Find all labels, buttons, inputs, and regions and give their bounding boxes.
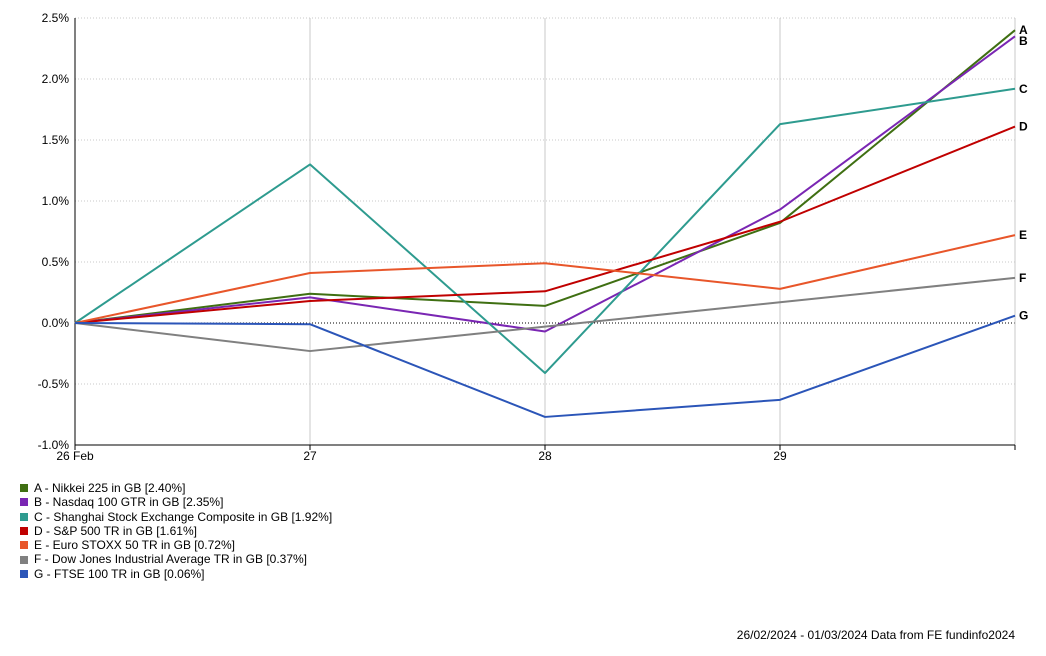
legend-item-g: G - FTSE 100 TR in GB [0.06%] (20, 567, 332, 581)
series-line-e (74, 234, 1016, 324)
legend-item-e: E - Euro STOXX 50 TR in GB [0.72%] (20, 538, 332, 552)
legend-label: G - FTSE 100 TR in GB [0.06%] (34, 566, 205, 581)
legend-label: D - S&P 500 TR in GB [1.61%] (34, 523, 197, 538)
series-line-d (74, 125, 1016, 324)
legend-label: C - Shanghai Stock Exchange Composite in… (34, 509, 333, 524)
series-end-label-b: B (1019, 34, 1028, 48)
legend-item-d: D - S&P 500 TR in GB [1.61%] (20, 524, 332, 538)
series-end-labels: AB C D E F G (1019, 23, 1028, 322)
y-tick-label: 1.0% (42, 194, 70, 208)
series-end-label-c: C (1019, 82, 1028, 96)
series-lines (74, 29, 1016, 418)
x-tick-label: 29 (773, 449, 787, 463)
legend-item-c: C - Shanghai Stock Exchange Composite in… (20, 510, 332, 524)
y-tick-label: -1.0% (38, 438, 70, 452)
y-tick-label: 1.5% (42, 133, 70, 147)
x-tick-label: 26 Feb (56, 449, 94, 463)
legend-label: F - Dow Jones Industrial Average TR in G… (34, 552, 308, 567)
series-end-label-d: D (1019, 120, 1028, 134)
legend: A - Nikkei 225 in GB [2.40%] B - Nasdaq 1… (20, 481, 332, 581)
legend-swatch (20, 541, 28, 550)
legend-swatch (20, 555, 28, 564)
legend-swatch (20, 512, 28, 521)
series-end-label-e: E (1019, 228, 1027, 242)
y-tick-label: 2.0% (42, 72, 70, 86)
series-end-label-g: G (1019, 309, 1028, 323)
series-line-b (74, 35, 1016, 333)
legend-label: B - Nasdaq 100 GTR in GB [2.35%] (34, 495, 224, 510)
series-end-label-a: A (1019, 23, 1028, 37)
series-line-c (74, 87, 1016, 375)
legend-swatch (20, 527, 28, 536)
legend-item-b: B - Nasdaq 100 GTR in GB [2.35%] (20, 495, 332, 509)
series-line-f (74, 276, 1016, 353)
axes: -1.0% -0.5% 0.0% 0.5% 1.0% 1.5% 2.0% 2.5% 26 Feb… (38, 11, 1016, 463)
x-tick-label: 27 (303, 449, 317, 463)
legend-item-a: A - Nikkei 225 in GB [2.40%] (20, 481, 332, 495)
line-chart: -1.0% -0.5% 0.0% 0.5% 1.0% 1.5% 2.0% 2.5% 26 Feb… (38, 11, 1029, 463)
legend-item-f: F - Dow Jones Industrial Average TR in G… (20, 552, 332, 566)
legend-swatch (20, 484, 28, 493)
grid (75, 17, 1016, 446)
legend-swatch (20, 569, 28, 578)
y-tick-label: 2.5% (42, 11, 70, 25)
y-tick-label: -0.5% (38, 377, 70, 391)
x-tick-label: 28 (538, 449, 552, 463)
series-line-a (74, 29, 1016, 324)
legend-label: E - Euro STOXX 50 TR in GB [0.72%] (34, 538, 235, 553)
series-end-label-f: F (1019, 271, 1026, 285)
y-tick-label: 0.5% (42, 255, 70, 269)
legend-swatch (20, 498, 28, 507)
series-line-g (74, 314, 1016, 418)
y-tick-label: 0.0% (42, 316, 70, 330)
footer-note: 26/02/2024 - 01/03/2024 Data from FE fun… (736, 628, 1015, 642)
legend-label: A - Nikkei 225 in GB [2.40%] (34, 481, 186, 495)
